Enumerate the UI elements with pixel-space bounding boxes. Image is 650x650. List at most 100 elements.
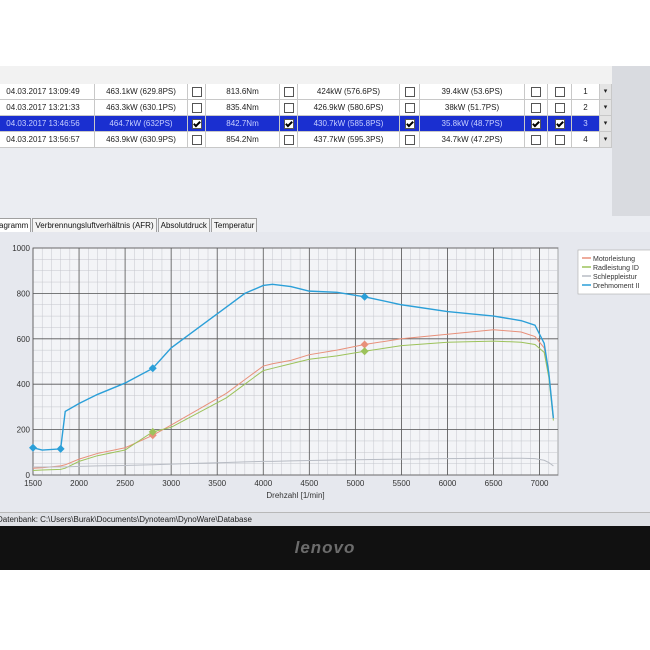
table-cell: 835.4Nm (206, 100, 280, 116)
table-cell: 04.03.2017 13:46:56 (0, 116, 95, 132)
point-marker (360, 340, 369, 349)
point-marker (360, 347, 369, 356)
checkbox[interactable] (531, 103, 541, 113)
dropdown-button[interactable]: ▾ (600, 116, 612, 132)
series-line (32, 340, 554, 471)
checkbox[interactable] (191, 135, 202, 145)
table-cell: 04.03.2017 13:09:49 (0, 84, 95, 100)
table-cell: 1 (572, 84, 600, 100)
table-cell: 463.9kW (630.9PS) (95, 132, 188, 148)
tab[interactable]: Absolutdruck (157, 218, 210, 232)
table-cell: 463.3kW (630.1PS) (95, 100, 188, 116)
checkbox-cell (400, 84, 420, 100)
checkbox-cell (280, 132, 298, 148)
checkbox[interactable] (283, 119, 294, 129)
checkbox-cell (548, 116, 572, 132)
y-tick-label: 0 (26, 471, 31, 480)
dropdown-button[interactable]: ▾ (600, 84, 612, 100)
checkbox[interactable] (404, 103, 415, 113)
table-cell: 464.7kW (632PS) (95, 116, 188, 132)
checkbox[interactable] (554, 103, 565, 113)
checkbox-cell (548, 84, 572, 100)
side-panel (612, 66, 650, 216)
dropdown-button[interactable]: ▾ (600, 132, 612, 148)
checkbox-cell (280, 84, 298, 100)
checkbox[interactable] (283, 87, 294, 97)
tab[interactable]: Verbrennungsluftverhältnis (AFR) (32, 218, 157, 232)
table-cell: 842.7Nm (206, 116, 280, 132)
results-table: 04.03.2017 13:09:49 463.1kW (629.8PS) 813.… (0, 66, 612, 150)
x-tick-label: 1500 (24, 479, 42, 488)
checkbox[interactable] (554, 135, 565, 145)
table-cell: 426.9kW (580.6PS) (298, 100, 400, 116)
checkbox[interactable] (404, 119, 415, 129)
x-tick-label: 5500 (393, 479, 411, 488)
table-cell: 430.7kW (585.8PS) (298, 116, 400, 132)
checkbox[interactable] (191, 87, 202, 97)
checkbox-cell (400, 132, 420, 148)
checkbox-cell (400, 100, 420, 116)
checkbox[interactable] (531, 119, 541, 129)
checkbox-cell (525, 84, 548, 100)
series-line (32, 329, 554, 469)
checkbox-cell (525, 100, 548, 116)
point-marker (148, 364, 157, 373)
logo: lenovo (294, 538, 356, 557)
y-tick-label: 600 (17, 335, 31, 344)
chart: 0 200 400 600 800 1000 1500 2000 2500 3000 3500 400… (0, 232, 650, 512)
x-tick-label: 5000 (346, 479, 364, 488)
legend-label: Motorleistung (593, 256, 635, 263)
checkbox-cell (280, 116, 298, 132)
x-tick-label: 6000 (439, 479, 457, 488)
x-tick-label: 2000 (70, 479, 88, 488)
checkbox-cell (525, 132, 548, 148)
checkbox[interactable] (554, 87, 565, 97)
legend-label: Radleistung ID (593, 265, 639, 272)
table-cell: 04.03.2017 13:21:33 (0, 100, 95, 116)
y-tick-label: 1000 (12, 244, 30, 253)
checkbox[interactable] (191, 103, 202, 113)
series-line (32, 283, 555, 451)
checkbox[interactable] (191, 119, 202, 129)
checkbox[interactable] (531, 87, 541, 97)
table-cell: 3 (572, 116, 600, 132)
checkbox[interactable] (554, 119, 565, 129)
table-cell: 35.8kW (48.7PS) (420, 116, 525, 132)
tab[interactable]: Temperatur (210, 218, 258, 232)
checkbox-cell (280, 100, 298, 116)
x-tick-label: 7000 (531, 479, 549, 488)
table-cell: 854.2Nm (206, 132, 280, 148)
y-tick-label: 200 (17, 426, 31, 435)
table-cell: 4 (572, 132, 600, 148)
legend-label: Drehmoment II (593, 283, 639, 290)
point-marker (148, 427, 157, 436)
table-cell: 2 (572, 100, 600, 116)
dropdown-button[interactable]: ▾ (600, 100, 612, 116)
x-tick-label: 6500 (485, 479, 503, 488)
checkbox-cell (548, 100, 572, 116)
x-tick-label: 3000 (162, 479, 180, 488)
checkbox-cell (548, 132, 572, 148)
checkbox-cell (525, 116, 548, 132)
point-marker (360, 292, 369, 301)
checkbox[interactable] (531, 135, 541, 145)
table-cell: 38kW (51.7PS) (420, 100, 525, 116)
checkbox[interactable] (404, 135, 415, 145)
x-tick-label: 4000 (254, 479, 272, 488)
checkbox-cell (188, 116, 206, 132)
point-marker (29, 443, 37, 452)
checkbox-cell (400, 116, 420, 132)
header-row (0, 66, 612, 85)
status-bar: Datenbank: C:\Users\Burak\Documents\Dyno… (0, 512, 650, 526)
checkbox[interactable] (283, 135, 294, 145)
table-cell: 424kW (576.6PS) (298, 84, 400, 100)
laptop-bezel: lenovo (0, 526, 650, 570)
checkbox[interactable] (404, 87, 415, 97)
checkbox[interactable] (283, 103, 294, 113)
tab[interactable]: agramm (0, 218, 32, 232)
table-cell: 813.6Nm (206, 84, 280, 100)
table-cell: 39.4kW (53.6PS) (420, 84, 525, 100)
point-marker (56, 444, 65, 453)
legend-label: Schleppleistur (593, 274, 638, 281)
